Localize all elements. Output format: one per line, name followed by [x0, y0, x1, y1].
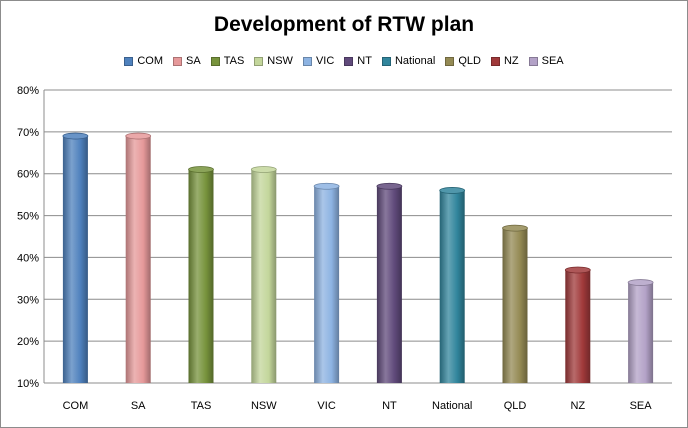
x-tick-label: SEA — [630, 400, 653, 412]
bar-body — [125, 136, 151, 383]
bar-body — [502, 228, 528, 383]
bar-qld — [502, 224, 528, 383]
legend-label: TAS — [223, 55, 245, 67]
legend-item: SA — [173, 55, 201, 67]
legend-item: NZ — [490, 55, 519, 67]
bar-sa — [125, 132, 152, 383]
legend-label: NT — [357, 55, 372, 67]
legend-swatch — [210, 56, 220, 66]
bar-cap — [125, 132, 152, 140]
x-tick-label: TAS — [191, 400, 212, 412]
legend-item: SEA — [528, 55, 564, 67]
bar-vic — [313, 182, 340, 383]
bar-nz — [564, 266, 591, 383]
x-tick-label: SA — [131, 400, 146, 412]
legend-item: NT — [344, 55, 372, 67]
legend-swatch — [490, 56, 500, 66]
bar-body — [376, 186, 402, 383]
bar-body — [251, 169, 277, 383]
legend-swatch — [344, 56, 354, 66]
legend-label: NZ — [503, 55, 519, 67]
legend-label: NSW — [267, 55, 293, 67]
legend-item: TAS — [210, 55, 245, 67]
legend-swatch — [173, 56, 183, 66]
bar-body — [565, 269, 591, 383]
legend-item: COM — [124, 55, 163, 67]
y-tick-label: 80% — [17, 85, 39, 97]
bar-body — [439, 190, 465, 383]
legend-swatch — [381, 56, 391, 66]
bar-cap — [502, 224, 528, 232]
bar-sea — [627, 279, 654, 383]
bar-cap — [564, 266, 591, 274]
y-tick-label: 10% — [17, 378, 39, 390]
y-tick-label: 70% — [17, 127, 39, 139]
legend-label: VIC — [315, 55, 335, 67]
y-tick-label: 40% — [17, 252, 39, 264]
legend-label: National — [394, 55, 436, 67]
legend: COM SA TAS NSW VIC NT National QLD NZ SEA — [0, 55, 688, 67]
legend-label: QLD — [458, 55, 481, 67]
bar-tas — [188, 166, 214, 383]
x-tick-label: NZ — [570, 400, 585, 412]
bar-cap — [62, 132, 89, 140]
bar-cap — [439, 187, 466, 194]
x-tick-label: NSW — [251, 400, 277, 412]
bar-cap — [627, 279, 654, 286]
x-tick-label: VIC — [317, 400, 335, 412]
legend-label: SEA — [541, 55, 564, 67]
bar-cap — [250, 166, 277, 173]
legend-swatch — [302, 56, 312, 66]
bar-com — [62, 132, 89, 383]
y-tick-label: 30% — [17, 294, 39, 306]
bar-national — [439, 187, 466, 383]
x-tick-label: National — [432, 400, 472, 412]
y-tick-label: 50% — [17, 211, 39, 223]
bar-cap — [188, 166, 214, 173]
legend-label: COM — [137, 55, 164, 67]
y-tick-label: 20% — [17, 336, 39, 348]
x-tick-label: COM — [63, 400, 89, 412]
legend-swatch — [254, 56, 264, 66]
legend-item: NSW — [254, 55, 293, 67]
chart-title: Development of RTW plan — [213, 13, 475, 36]
bar-body — [62, 136, 88, 383]
legend-item: National — [381, 55, 436, 67]
bar-nt — [376, 182, 403, 383]
legend-label: SA — [186, 55, 201, 67]
legend-swatch — [528, 56, 538, 66]
bar-body — [314, 186, 340, 383]
x-tick-label: NT — [382, 400, 397, 412]
bar-cap — [313, 182, 340, 190]
legend-swatch — [124, 56, 134, 66]
bar-body — [188, 169, 214, 383]
legend-swatch — [445, 56, 455, 66]
bar-nsw — [250, 166, 277, 383]
x-tick-label: QLD — [504, 400, 527, 412]
legend-item: VIC — [302, 55, 335, 67]
legend-item: QLD — [445, 55, 481, 67]
y-tick-label: 60% — [17, 169, 39, 181]
bar-cap — [376, 182, 403, 190]
bar-body — [628, 282, 654, 383]
